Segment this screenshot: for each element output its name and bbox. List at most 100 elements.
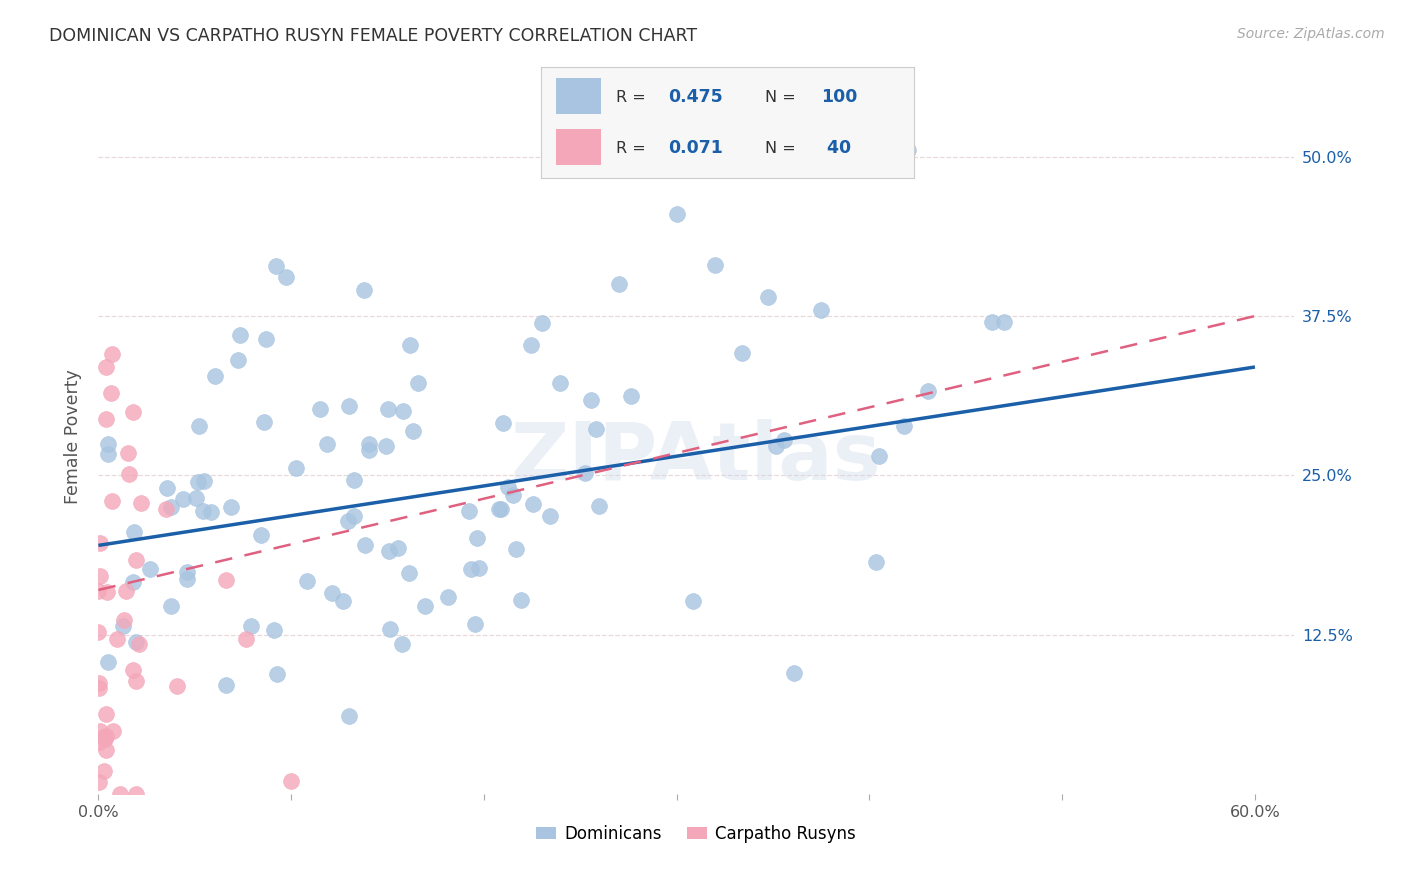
Point [377, 401, 399, 416]
Point [114, 584, 136, 599]
Point [263, 623, 285, 637]
Point [810, 302, 832, 317]
Text: DOMINICAN VS CARPATHO RUSYN FEMALE POVERTY CORRELATION CHART: DOMINICAN VS CARPATHO RUSYN FEMALE POVER… [49, 27, 697, 45]
Point [215, 678, 238, 692]
Point [284, 461, 307, 475]
Point [402, 424, 425, 438]
Text: R =: R = [616, 89, 651, 104]
Point [398, 566, 420, 581]
Point [100, 346, 122, 360]
Point [413, 599, 436, 614]
Point [121, 575, 143, 590]
Legend: Dominicans, Carpatho Rusyns: Dominicans, Carpatho Rusyns [529, 819, 863, 850]
Y-axis label: Female Poverty: Female Poverty [65, 369, 83, 505]
Point [682, 594, 704, 608]
Point [87, 624, 110, 639]
Point [336, 514, 359, 528]
Point [122, 663, 145, 677]
Point [108, 787, 131, 801]
Text: 0.475: 0.475 [668, 88, 723, 106]
Point [522, 497, 544, 511]
Point [200, 505, 222, 519]
Point [266, 666, 288, 681]
Text: 100: 100 [821, 88, 858, 106]
Point [87, 676, 110, 690]
Point [353, 284, 375, 298]
Point [97, 437, 120, 451]
Point [125, 635, 148, 649]
Point [865, 555, 887, 569]
Point [193, 504, 215, 518]
Point [489, 501, 512, 516]
Point [588, 500, 610, 514]
Point [155, 501, 177, 516]
Point [406, 376, 429, 390]
Point [387, 541, 409, 555]
Point [585, 422, 607, 436]
Point [219, 500, 242, 514]
Point [96, 707, 118, 722]
Text: N =: N = [765, 89, 801, 104]
Point [337, 400, 360, 414]
Point [215, 573, 238, 587]
Point [94, 359, 117, 374]
Point [89, 536, 111, 550]
Point [399, 337, 422, 351]
Point [94, 729, 117, 743]
Point [354, 538, 377, 552]
Text: Source: ZipAtlas.com: Source: ZipAtlas.com [1237, 27, 1385, 41]
Point [391, 636, 413, 650]
Point [204, 369, 226, 384]
Point [184, 491, 207, 505]
Point [97, 447, 120, 461]
Point [89, 569, 111, 583]
Point [731, 346, 754, 360]
Point [187, 475, 209, 490]
Point [498, 480, 520, 494]
Point [374, 439, 396, 453]
Point [295, 574, 318, 589]
Point [502, 488, 524, 502]
Point [464, 617, 486, 632]
Point [89, 724, 111, 739]
Point [156, 481, 179, 495]
Point [520, 338, 543, 352]
Point [188, 418, 211, 433]
Point [765, 439, 787, 453]
Point [193, 474, 215, 488]
Point [117, 467, 139, 482]
Point [122, 404, 145, 418]
Point [229, 328, 252, 343]
Point [342, 473, 364, 487]
Point [492, 417, 515, 431]
Point [94, 731, 117, 746]
Point [783, 665, 806, 680]
Point [378, 544, 401, 558]
Point [166, 679, 188, 693]
Point [538, 508, 561, 523]
Point [93, 764, 115, 778]
Point [467, 560, 489, 574]
Point [128, 637, 150, 651]
Text: N =: N = [765, 141, 801, 156]
Point [620, 388, 643, 402]
Text: 40: 40 [821, 139, 851, 157]
Point [897, 144, 920, 158]
Point [756, 290, 779, 304]
Point [357, 442, 380, 457]
Point [392, 404, 415, 418]
Point [122, 524, 145, 539]
Text: 0.071: 0.071 [668, 139, 723, 157]
Point [505, 542, 527, 557]
Text: ZIPAtlas: ZIPAtlas [510, 419, 882, 498]
Point [160, 599, 183, 614]
Point [159, 500, 181, 514]
Point [309, 402, 332, 417]
Point [457, 503, 479, 517]
Point [96, 585, 118, 599]
Point [321, 586, 343, 600]
Point [868, 450, 890, 464]
Point [100, 385, 122, 400]
Point [249, 528, 271, 542]
Point [87, 583, 110, 598]
